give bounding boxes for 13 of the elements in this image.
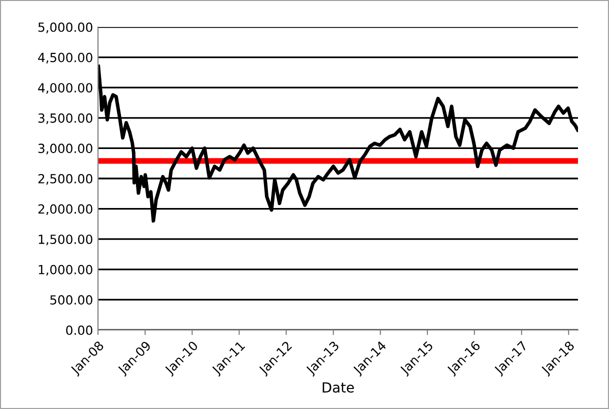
y-tick-label: 2,000.00 <box>38 204 92 215</box>
y-tick-label: 1,000.00 <box>38 264 92 276</box>
y-tick-label: 4,500.00 <box>38 52 92 64</box>
y-tick-label: 500.00 <box>50 295 92 305</box>
y-tick-label: 3,000.00 <box>38 144 92 154</box>
y-tick-label: 4,000.00 <box>38 83 92 94</box>
y-tick-label: 2,500.00 <box>38 174 92 185</box>
y-tick-label: 5,000.00 <box>38 22 92 34</box>
y-tick-label: 0.00 <box>66 325 92 335</box>
x-axis-title: Date <box>322 382 354 393</box>
y-tick-label: 3,500.00 <box>38 113 92 124</box>
line-series <box>98 64 578 223</box>
y-tick-label: 1,500.00 <box>38 234 92 246</box>
